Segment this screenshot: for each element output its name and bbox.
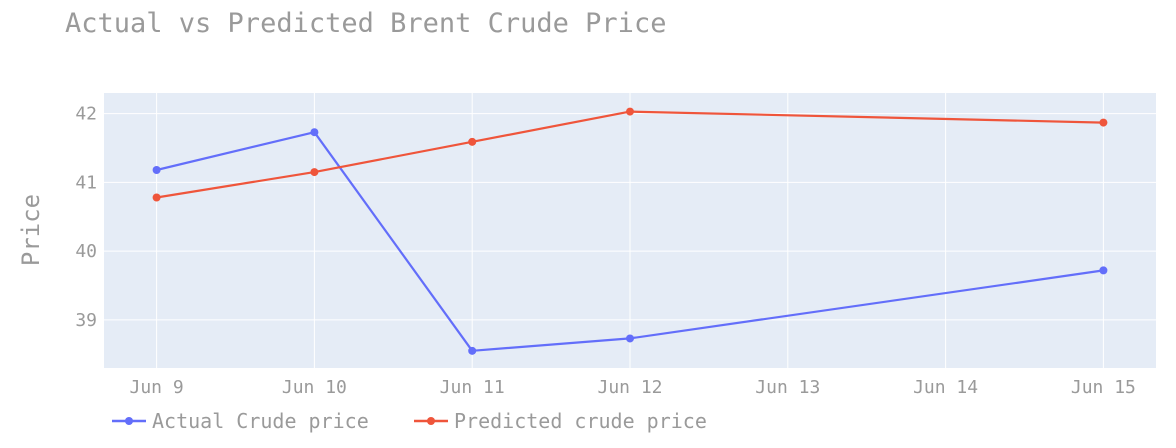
y-axis-title: Price bbox=[17, 194, 45, 266]
data-point-actual[interactable] bbox=[626, 334, 634, 343]
data-point-actual[interactable] bbox=[1099, 266, 1108, 275]
data-point-actual[interactable] bbox=[310, 128, 319, 137]
data-point-predicted[interactable] bbox=[152, 193, 161, 202]
data-point-actual[interactable] bbox=[468, 346, 477, 355]
x-tick-label: Jun 11 bbox=[440, 377, 505, 398]
legend-swatch-marker-predicted bbox=[427, 417, 435, 425]
legend-label-actual: Actual Crude price bbox=[152, 409, 369, 433]
data-point-actual[interactable] bbox=[152, 166, 161, 174]
data-point-predicted[interactable] bbox=[310, 168, 319, 177]
x-tick-label: Jun 15 bbox=[1071, 377, 1136, 398]
x-tick-label: Jun 12 bbox=[597, 377, 662, 398]
x-tick-label: Jun 14 bbox=[913, 377, 978, 398]
data-point-predicted[interactable] bbox=[1099, 118, 1108, 127]
y-axis: 39 40 41 42 bbox=[75, 104, 97, 331]
series bbox=[152, 107, 1108, 355]
series-predicted bbox=[152, 107, 1108, 202]
legend: Actual Crude price Predicted crude price bbox=[112, 409, 707, 433]
chart-title: Actual vs Predicted Brent Crude Price bbox=[65, 8, 666, 39]
y-tick-label: 42 bbox=[75, 104, 97, 125]
data-point-predicted[interactable] bbox=[468, 137, 477, 146]
legend-item-predicted[interactable]: Predicted crude price bbox=[414, 409, 707, 433]
legend-label-predicted: Predicted crude price bbox=[454, 409, 707, 433]
y-tick-label: 40 bbox=[75, 241, 97, 262]
x-axis: Jun 9 Jun 10 Jun 11 Jun 12 Jun 13 Jun 14 Jun 1… bbox=[130, 377, 1136, 398]
series-actual bbox=[152, 128, 1108, 355]
y-tick-label: 39 bbox=[75, 310, 97, 331]
x-tick-label: Jun 9 bbox=[130, 377, 184, 398]
x-tick-label: Jun 13 bbox=[755, 377, 820, 398]
data-point-predicted[interactable] bbox=[626, 107, 634, 116]
legend-item-actual[interactable]: Actual Crude price bbox=[112, 409, 369, 433]
legend-swatch-marker-actual bbox=[125, 417, 133, 425]
x-tick-label: Jun 10 bbox=[282, 377, 347, 398]
y-tick-label: 41 bbox=[75, 172, 97, 193]
